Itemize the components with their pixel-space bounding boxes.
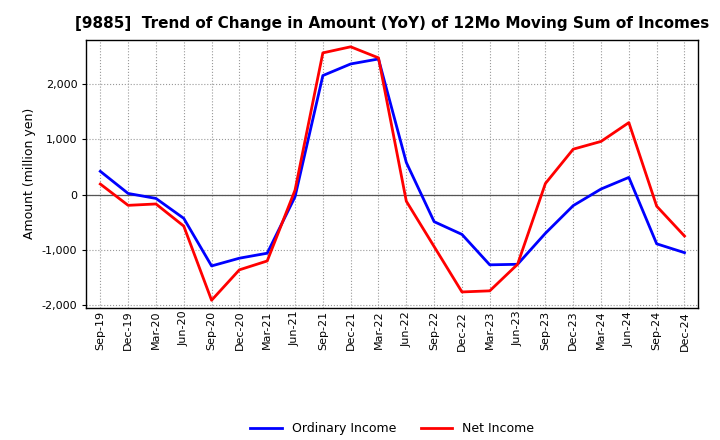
Net Income xyxy=(513,262,522,267)
Ordinary Income xyxy=(346,61,355,66)
Net Income xyxy=(458,290,467,295)
Net Income xyxy=(541,181,550,186)
Net Income xyxy=(318,50,327,55)
Net Income xyxy=(179,224,188,229)
Ordinary Income xyxy=(569,203,577,208)
Title: [9885]  Trend of Change in Amount (YoY) of 12Mo Moving Sum of Incomes: [9885] Trend of Change in Amount (YoY) o… xyxy=(76,16,709,32)
Net Income xyxy=(96,181,104,187)
Net Income xyxy=(485,288,494,293)
Ordinary Income xyxy=(513,262,522,267)
Ordinary Income xyxy=(179,216,188,221)
Ordinary Income xyxy=(207,263,216,268)
Ordinary Income xyxy=(680,250,689,255)
Net Income xyxy=(346,44,355,49)
Ordinary Income xyxy=(263,250,271,256)
Ordinary Income xyxy=(96,169,104,174)
Net Income xyxy=(597,139,606,144)
Line: Ordinary Income: Ordinary Income xyxy=(100,59,685,266)
Net Income xyxy=(263,258,271,264)
Ordinary Income xyxy=(291,194,300,199)
Ordinary Income xyxy=(458,232,467,237)
Net Income xyxy=(124,203,132,208)
Net Income xyxy=(402,198,410,204)
Ordinary Income xyxy=(374,56,383,62)
Ordinary Income xyxy=(485,262,494,268)
Ordinary Income xyxy=(652,241,661,246)
Ordinary Income xyxy=(624,175,633,180)
Line: Net Income: Net Income xyxy=(100,47,685,300)
Net Income xyxy=(207,297,216,303)
Net Income xyxy=(680,233,689,238)
Legend: Ordinary Income, Net Income: Ordinary Income, Net Income xyxy=(244,416,541,440)
Ordinary Income xyxy=(235,256,243,261)
Net Income xyxy=(291,187,300,193)
Ordinary Income xyxy=(124,191,132,196)
Net Income xyxy=(152,202,161,207)
Net Income xyxy=(624,120,633,125)
Ordinary Income xyxy=(152,196,161,201)
Ordinary Income xyxy=(402,160,410,165)
Net Income xyxy=(374,55,383,61)
Net Income xyxy=(235,267,243,272)
Ordinary Income xyxy=(318,73,327,78)
Net Income xyxy=(652,204,661,209)
Y-axis label: Amount (million yen): Amount (million yen) xyxy=(23,108,36,239)
Ordinary Income xyxy=(597,187,606,192)
Net Income xyxy=(569,147,577,152)
Ordinary Income xyxy=(541,231,550,236)
Ordinary Income xyxy=(430,219,438,224)
Net Income xyxy=(430,244,438,249)
